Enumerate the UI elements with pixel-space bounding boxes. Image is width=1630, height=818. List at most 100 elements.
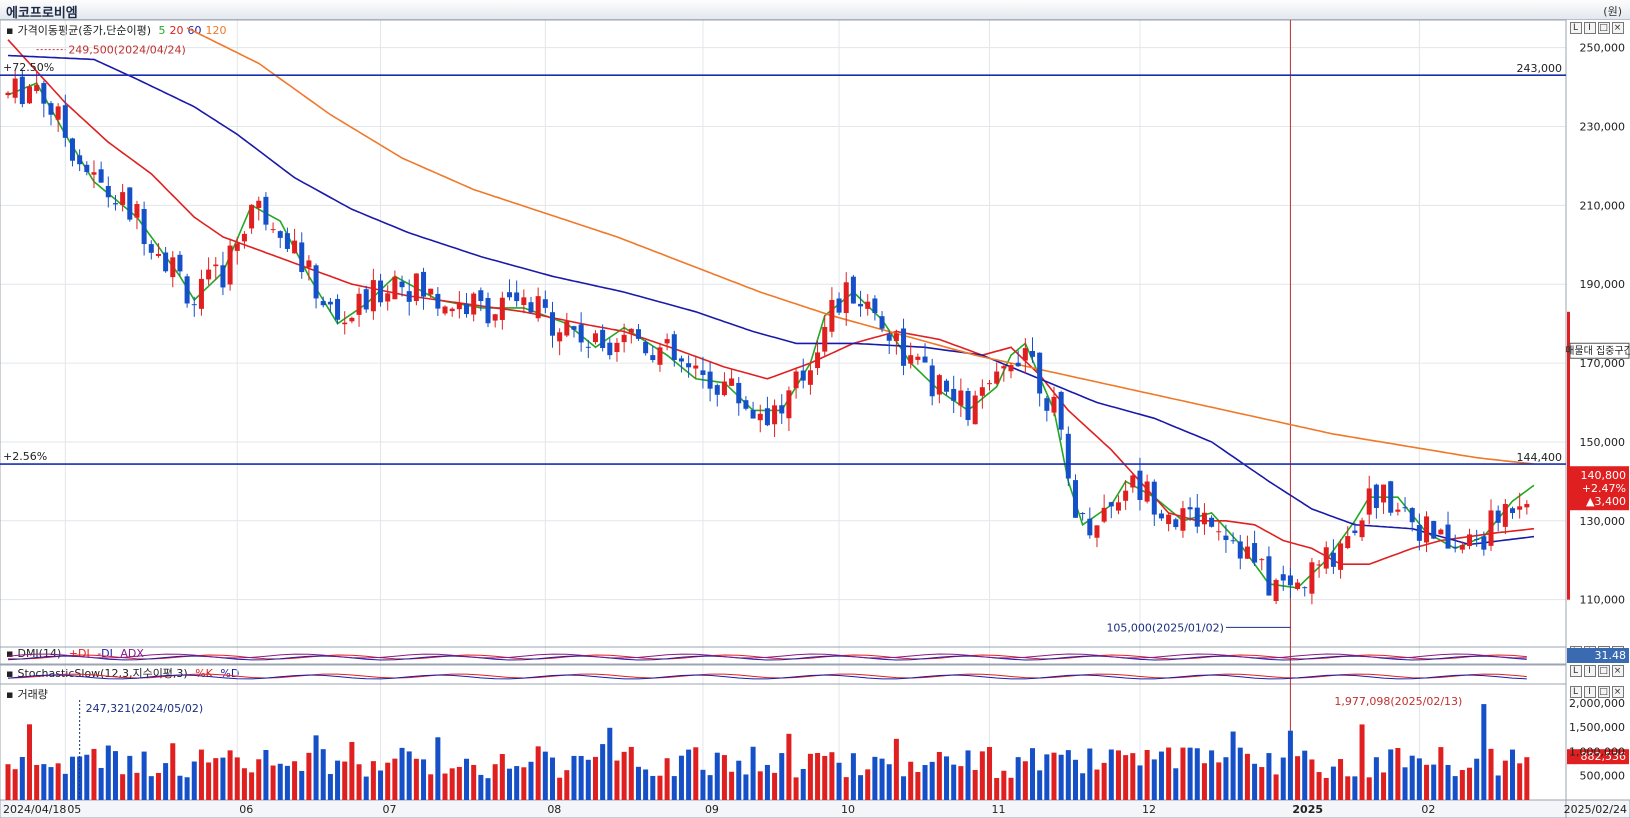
pane-split-icon[interactable]: I: [1584, 686, 1596, 698]
volume-bar: [421, 759, 427, 800]
candle-body: [1108, 502, 1114, 507]
volume-bar: [1424, 764, 1430, 800]
pane-minimize-icon[interactable]: L: [1570, 665, 1582, 677]
volume-bar: [270, 765, 276, 800]
ma-legend-5: 5: [158, 24, 166, 37]
candle-body: [757, 413, 763, 421]
volume-bar: [378, 770, 384, 800]
y-tick-label: 130,000: [1580, 515, 1626, 528]
moving-averages: [7, 27, 1535, 589]
dmi-value-box: [1567, 648, 1629, 663]
candle-body: [879, 316, 885, 329]
hline-pct-label: +72.50%: [3, 61, 54, 74]
pane-maximize-icon[interactable]: □: [1598, 665, 1610, 677]
candle-body: [979, 387, 985, 396]
candle-body: [1230, 540, 1236, 542]
volume-bar: [26, 724, 33, 800]
stoch-pane-controls[interactable]: L I □ ×: [1568, 665, 1624, 677]
candle-body: [1416, 525, 1422, 541]
candle-body: [972, 395, 978, 425]
candle-body: [284, 233, 290, 249]
volume-bar: [1080, 773, 1086, 800]
volume-bar: [750, 746, 756, 800]
volume-bar: [1309, 759, 1315, 800]
stoch-pane-legend[interactable]: ▪ StochasticSlow(12,3,지수이평,3) %K %D: [6, 665, 243, 681]
candle-body: [105, 185, 111, 198]
candle-body: [485, 297, 491, 324]
volume-bar: [743, 774, 749, 800]
pane-maximize-icon[interactable]: □: [1598, 22, 1610, 34]
volume-bar: [1481, 704, 1487, 800]
candle-body: [464, 303, 470, 315]
volume-bar: [1072, 759, 1078, 800]
volume-bar: [1029, 748, 1036, 800]
volume-bar: [858, 775, 864, 800]
x-start-label: 2024/04/18: [3, 803, 66, 816]
volume-bar: [234, 757, 240, 800]
volume-bar: [1137, 765, 1143, 800]
volume-pane-controls[interactable]: L I □ ×: [1568, 686, 1624, 698]
volume-bar: [1194, 748, 1200, 800]
candle-body: [1273, 579, 1279, 602]
price-pane-legend[interactable]: ▪ 가격이동평균(종가,단순이평) 5 20 60 120: [6, 22, 235, 38]
pane-close-icon[interactable]: ×: [1612, 22, 1624, 34]
pane-maximize-icon[interactable]: □: [1598, 686, 1610, 698]
volume-bar: [678, 755, 684, 800]
stoch-k-line: [7, 673, 1527, 679]
volume-pane-legend[interactable]: ▪ 거래량: [6, 686, 52, 702]
volume-bar: [922, 765, 928, 800]
candle-body: [571, 326, 577, 330]
volume-bar: [793, 777, 799, 800]
last-price: 140,800: [1581, 469, 1627, 482]
candle-body: [1488, 510, 1494, 546]
x-month-label: 2025: [1292, 803, 1323, 816]
candle-body: [227, 245, 233, 285]
candle-body: [1065, 433, 1071, 479]
volume-bar: [1216, 762, 1222, 800]
volume-bar: [1130, 753, 1136, 800]
volume-bar: [1223, 757, 1229, 800]
stoch-d: %D: [220, 667, 240, 680]
volume-bar: [1438, 747, 1444, 800]
candle-body: [1151, 481, 1157, 515]
candle-body: [1302, 587, 1308, 589]
pane-split-icon[interactable]: I: [1584, 665, 1596, 677]
candle-body: [155, 253, 161, 256]
candle-body: [793, 371, 799, 389]
price-pane-controls[interactable]: L I □ ×: [1568, 22, 1624, 34]
volume-bar: [779, 753, 785, 800]
candle-body: [628, 328, 634, 333]
candle-body: [1452, 546, 1458, 549]
candle-body: [399, 281, 405, 288]
pane-split-icon[interactable]: I: [1584, 22, 1596, 34]
candle-body: [936, 375, 942, 395]
volume-bar: [987, 747, 993, 800]
candle-body: [134, 204, 140, 218]
pane-minimize-icon[interactable]: L: [1570, 686, 1582, 698]
candle-body: [643, 341, 649, 354]
volume-bar: [442, 773, 448, 800]
volume-y-tick: 500,000: [1580, 770, 1626, 783]
volume-bar: [1259, 767, 1265, 800]
volume-bar: [557, 777, 563, 800]
pane-marker-icon: ▪: [6, 647, 14, 660]
volume-bar: [521, 767, 527, 800]
volume-bar: [1474, 758, 1480, 800]
candle-body: [1158, 513, 1164, 519]
pane-minimize-icon[interactable]: L: [1570, 22, 1582, 34]
volume-bar: [1409, 755, 1415, 800]
candle-body: [729, 378, 735, 386]
candle-body: [413, 273, 419, 302]
candle-body: [471, 293, 477, 315]
chart-grid: [0, 20, 1566, 800]
volume-bar: [406, 751, 412, 800]
candle-body: [1359, 520, 1365, 538]
candle-body: [1194, 507, 1200, 527]
candle-body: [1259, 559, 1265, 561]
pane-close-icon[interactable]: ×: [1612, 686, 1624, 698]
candle-body: [1402, 507, 1408, 509]
pane-close-icon[interactable]: ×: [1612, 665, 1624, 677]
candle-body: [1309, 562, 1315, 594]
candle-body: [1201, 512, 1207, 525]
